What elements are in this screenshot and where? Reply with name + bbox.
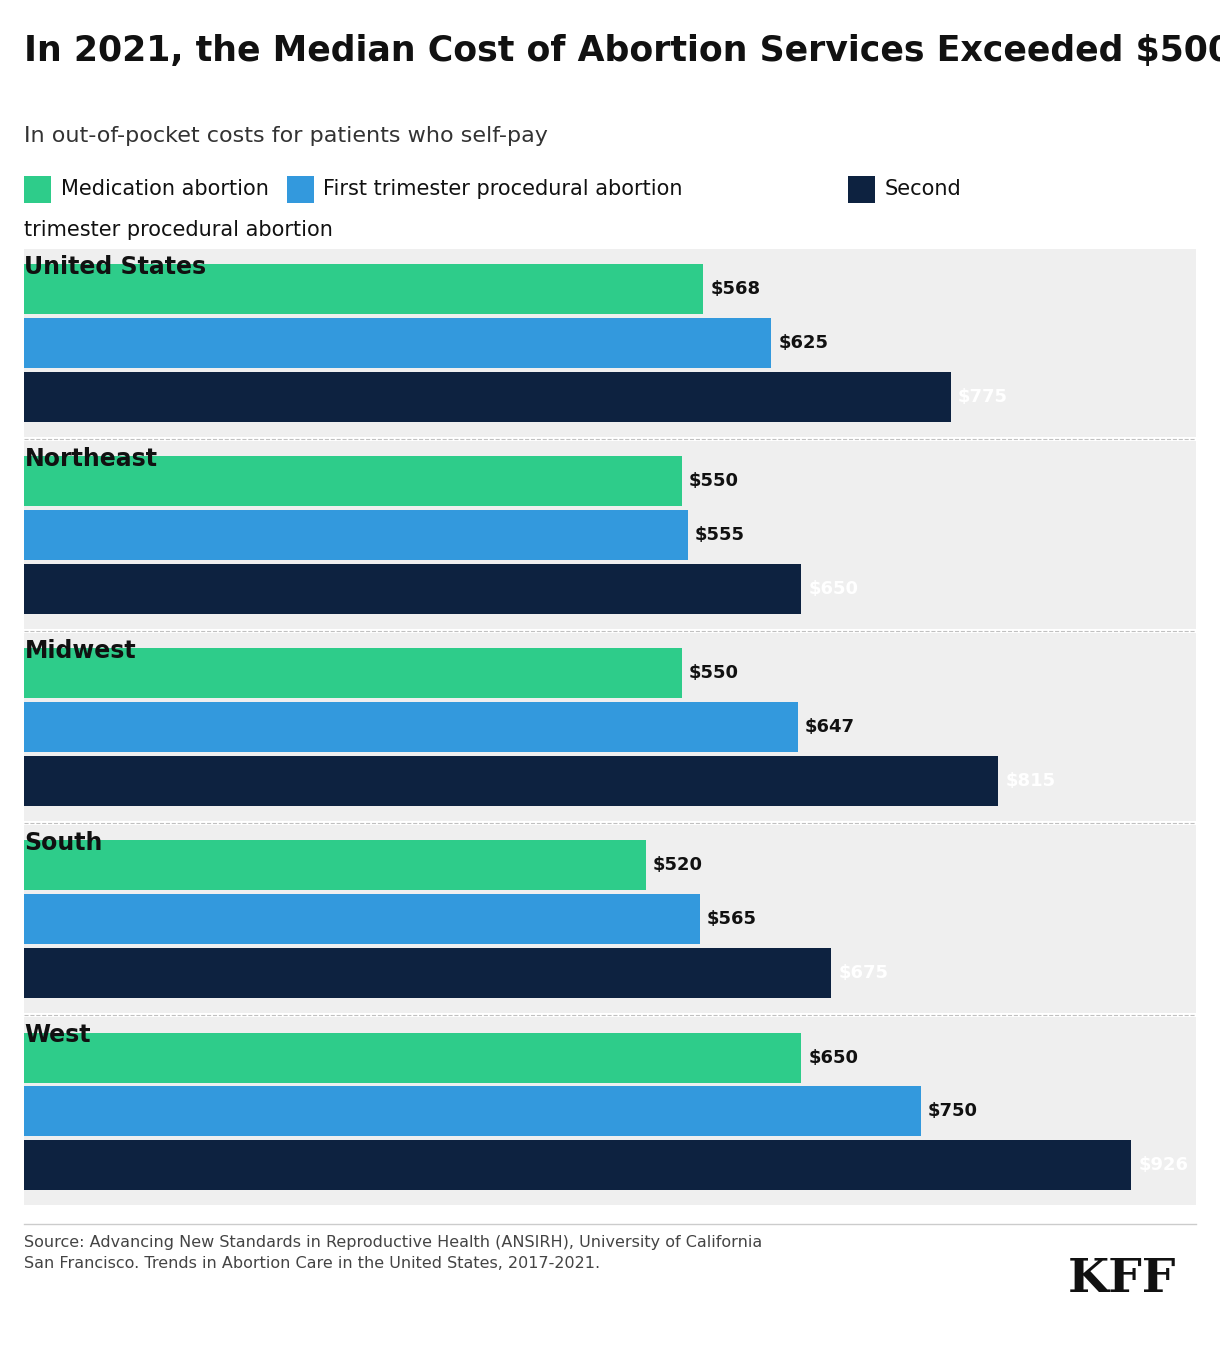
Text: $650: $650 <box>809 580 859 598</box>
Bar <box>24 1087 921 1136</box>
Text: Medication abortion: Medication abortion <box>61 180 268 199</box>
Text: Source: Advancing New Standards in Reproductive Health (ANSIRH), University of C: Source: Advancing New Standards in Repro… <box>24 1235 762 1270</box>
Bar <box>24 895 699 944</box>
Text: $550: $550 <box>689 472 739 490</box>
Bar <box>24 948 831 997</box>
Bar <box>24 248 1196 438</box>
Text: $775: $775 <box>958 388 1008 406</box>
Bar <box>24 457 682 506</box>
Bar <box>24 510 688 560</box>
Text: $550: $550 <box>689 664 739 682</box>
Bar <box>24 841 645 890</box>
Text: In out-of-pocket costs for patients who self-pay: In out-of-pocket costs for patients who … <box>24 126 548 147</box>
Text: $555: $555 <box>695 525 745 545</box>
Text: Midwest: Midwest <box>24 639 135 663</box>
Bar <box>24 756 998 805</box>
Text: $565: $565 <box>706 910 756 929</box>
Text: $568: $568 <box>710 280 760 298</box>
Text: trimester procedural abortion: trimester procedural abortion <box>24 221 333 240</box>
Text: In 2021, the Median Cost of Abortion Services Exceeded $500: In 2021, the Median Cost of Abortion Ser… <box>24 34 1220 69</box>
Text: KFF: KFF <box>1068 1255 1176 1302</box>
Bar <box>24 632 1196 822</box>
Text: United States: United States <box>24 255 206 279</box>
Bar <box>24 702 798 752</box>
Text: South: South <box>24 831 102 855</box>
Text: $647: $647 <box>805 718 855 737</box>
Text: West: West <box>24 1024 92 1047</box>
Bar <box>24 649 682 698</box>
Bar <box>24 564 802 613</box>
Text: $625: $625 <box>778 333 828 353</box>
Text: Northeast: Northeast <box>24 447 157 471</box>
Text: First trimester procedural abortion: First trimester procedural abortion <box>323 180 683 199</box>
Text: $520: $520 <box>653 856 703 874</box>
Bar <box>24 1140 1131 1190</box>
Text: $750: $750 <box>928 1102 978 1121</box>
Text: $650: $650 <box>809 1048 859 1066</box>
Text: $675: $675 <box>838 965 888 982</box>
Text: $815: $815 <box>1005 772 1055 790</box>
Bar <box>24 372 950 421</box>
Bar <box>24 318 771 368</box>
Text: $926: $926 <box>1138 1157 1188 1174</box>
Bar <box>24 1033 802 1083</box>
Bar <box>24 825 1196 1014</box>
Bar <box>24 440 1196 630</box>
Bar <box>24 265 703 314</box>
Bar <box>24 1017 1196 1206</box>
Text: Second: Second <box>884 180 961 199</box>
